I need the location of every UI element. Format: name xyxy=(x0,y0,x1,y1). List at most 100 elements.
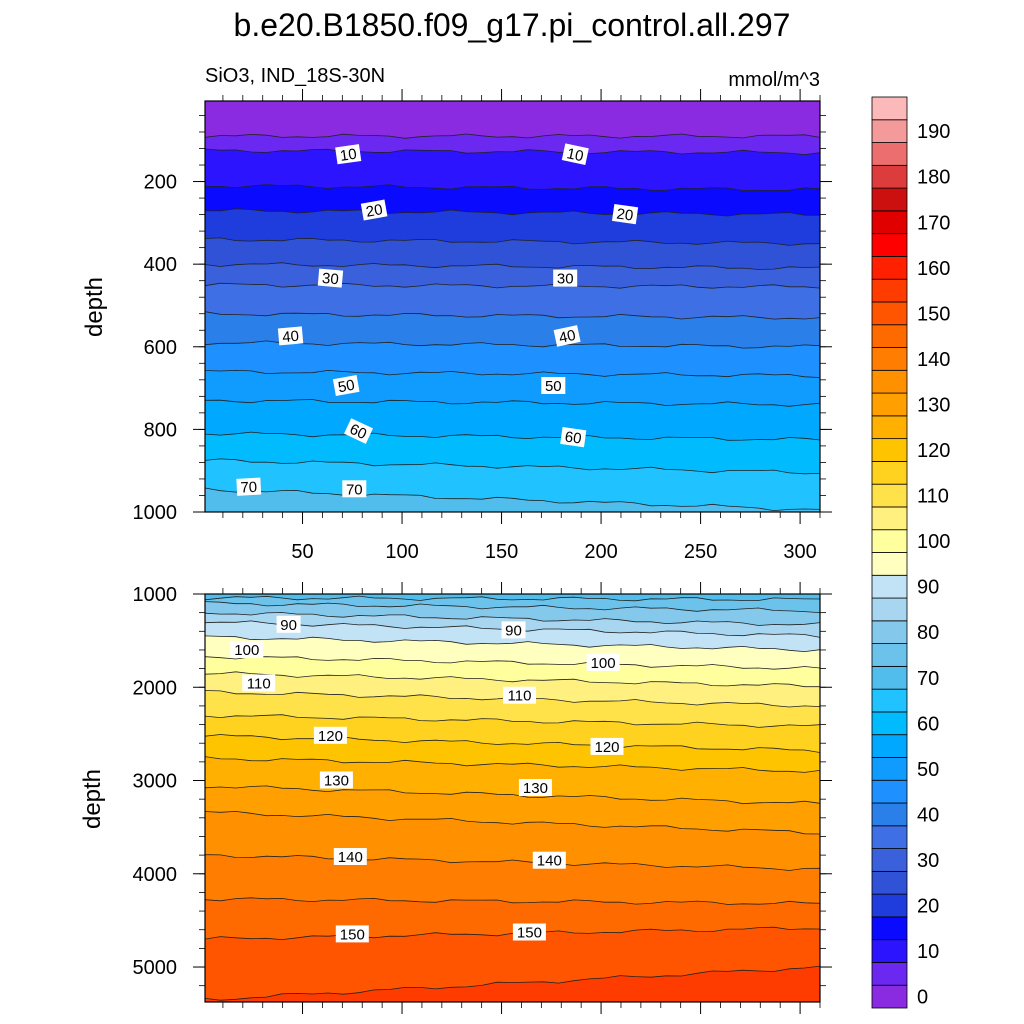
contour-label: 10 xyxy=(561,143,589,165)
colorbar-label: 150 xyxy=(917,303,950,325)
contour-line xyxy=(205,612,820,626)
contour-label: 70 xyxy=(236,477,262,497)
colorbar-label: 10 xyxy=(917,941,939,963)
contour-label-text: 40 xyxy=(282,328,300,346)
contour-line xyxy=(205,262,820,270)
colorbar: 0 10 20 30 40 50 60 70 80 90 100 110 120 130 140 150 160… xyxy=(871,96,950,1009)
contour-label-text: 130 xyxy=(324,773,349,790)
colorbar-box xyxy=(871,415,908,440)
contour-label-text: 60 xyxy=(564,429,583,448)
contour-label: 60 xyxy=(344,418,373,444)
contour-line xyxy=(205,399,820,407)
y-tick-label: 4000 xyxy=(133,864,178,886)
colorbar-label: 130 xyxy=(917,394,950,416)
colorbar-box xyxy=(871,848,908,872)
contour-line xyxy=(205,785,820,805)
chart-title: b.e20.B1850.f09_g17.pi_control.all.297 xyxy=(234,7,791,43)
colorbar-box xyxy=(871,324,908,348)
contour-label-text: 90 xyxy=(505,622,522,639)
colorbar-box xyxy=(871,779,908,804)
colorbar-box xyxy=(871,347,908,371)
colorbar-box xyxy=(871,939,908,963)
contour-line xyxy=(205,595,820,602)
panel-top: 10 10 20 20 30 30 40 40 50 50 60 60 70 70 200 400 600 800… xyxy=(133,89,832,563)
contour-label: 140 xyxy=(532,851,566,870)
contour-line xyxy=(205,810,820,835)
band-fill xyxy=(205,488,820,512)
x-tick-label: 100 xyxy=(385,541,418,563)
contour-line xyxy=(205,926,820,941)
contour-label-text: 20 xyxy=(365,201,384,221)
contour-line xyxy=(205,148,820,156)
x-tick-label: 150 xyxy=(485,541,518,563)
colorbar-box xyxy=(871,460,908,485)
colorbar-label: 40 xyxy=(917,804,939,826)
contour-label-text: 70 xyxy=(240,479,258,497)
colorbar-box xyxy=(871,665,908,690)
contour-label: 40 xyxy=(277,326,304,346)
contour-label: 60 xyxy=(560,427,587,448)
y-tick-label: 800 xyxy=(144,419,177,441)
contour-line xyxy=(205,311,820,320)
contour-label: 140 xyxy=(333,848,367,866)
contour-label-text: 40 xyxy=(557,327,577,347)
contour-line xyxy=(205,208,820,217)
colorbar-box xyxy=(871,552,908,576)
contour-label-text: 140 xyxy=(338,849,363,866)
colorbar-box xyxy=(871,119,908,143)
left-subtitle: SiO3, IND_18S-30N xyxy=(205,65,385,87)
x-tick-label: 300 xyxy=(783,541,816,563)
y-tick-label: 5000 xyxy=(133,957,178,979)
colorbar-box xyxy=(871,962,908,986)
contour-label-text: 140 xyxy=(537,853,562,870)
colorbar-box xyxy=(871,711,908,736)
contour-line xyxy=(205,458,820,475)
contour-line xyxy=(205,184,820,192)
contour-label: 10 xyxy=(335,144,362,165)
contour-label-text: 100 xyxy=(234,642,259,659)
colorbar-label: 110 xyxy=(917,486,949,508)
contour-label: 40 xyxy=(553,325,581,347)
colorbar-box xyxy=(871,734,908,758)
contour-label: 120 xyxy=(590,737,624,756)
colorbar-box xyxy=(871,757,908,781)
y-tick-label: 2000 xyxy=(133,677,178,699)
colorbar-box xyxy=(871,825,908,849)
contour-label: 30 xyxy=(317,268,344,288)
x-tick-label: 50 xyxy=(291,541,313,563)
colorbar-box xyxy=(871,984,908,1009)
contour-label-text: 30 xyxy=(321,270,339,288)
bottom-panel-ylabel: depth xyxy=(79,769,106,829)
contour-line xyxy=(205,897,820,905)
x-tick-label: 250 xyxy=(684,541,717,563)
colorbar-box xyxy=(871,574,908,599)
contour-label: 150 xyxy=(335,925,369,943)
contour-line xyxy=(205,133,820,139)
colorbar-label: 30 xyxy=(917,850,939,872)
contour-line xyxy=(205,340,820,349)
contour-label-text: 10 xyxy=(565,145,585,165)
y-tick-label: 200 xyxy=(144,172,177,194)
contour-label: 120 xyxy=(313,726,347,745)
contour-line xyxy=(205,656,820,670)
colorbar-box xyxy=(871,893,908,918)
contour-label: 110 xyxy=(503,686,536,705)
colorbar-label: 50 xyxy=(917,759,939,781)
colorbar-box xyxy=(871,392,908,417)
contour-line xyxy=(205,854,820,871)
contour-label-text: 70 xyxy=(346,481,363,498)
contour-line xyxy=(205,282,820,289)
colorbar-box xyxy=(871,870,908,895)
colorbar-box xyxy=(871,256,908,280)
colorbar-label: 140 xyxy=(917,349,950,371)
y-tick-label: 3000 xyxy=(133,771,178,793)
contour-label-text: 90 xyxy=(280,617,297,634)
contour-label: 100 xyxy=(230,641,264,659)
contour-line xyxy=(205,635,820,653)
contour-label: 90 xyxy=(501,621,526,639)
contour-line xyxy=(205,487,820,512)
y-tick-label: 400 xyxy=(144,254,177,276)
contour-line xyxy=(205,369,820,378)
